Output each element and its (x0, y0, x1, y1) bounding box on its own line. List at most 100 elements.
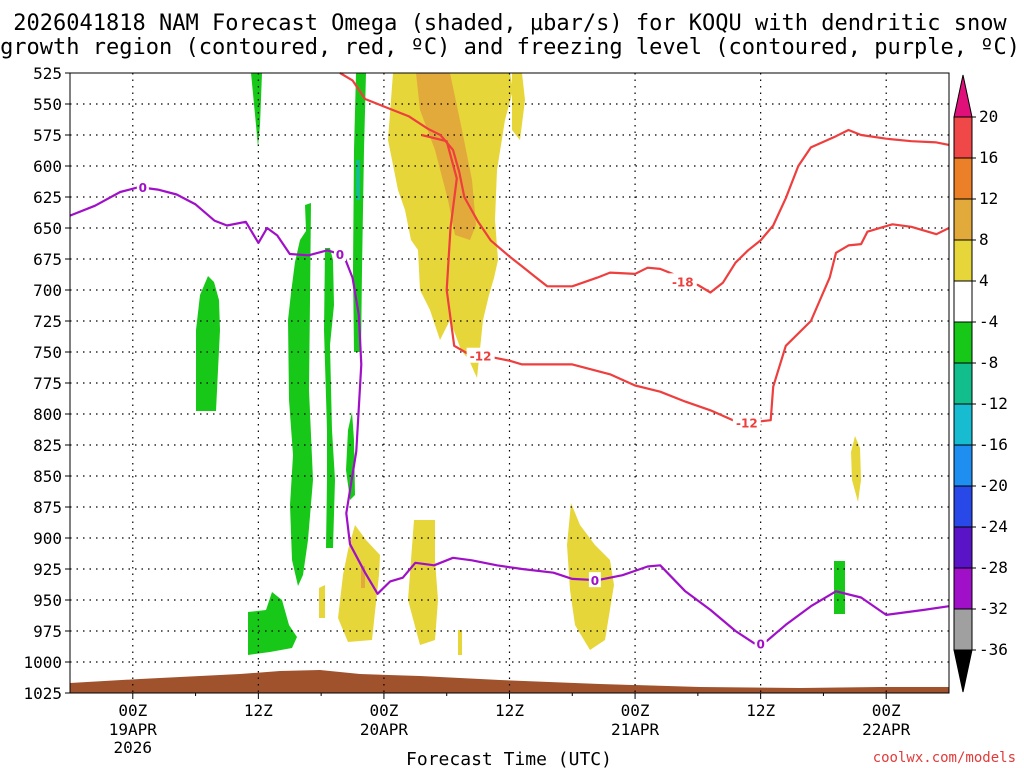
terrain-fill (70, 670, 949, 693)
y-tick-label: 925 (33, 560, 62, 579)
omega-ascent-region (251, 73, 262, 147)
colorbar-label: 12 (979, 189, 998, 208)
colorbar-label: -20 (979, 476, 1008, 495)
colorbar-bin (953, 198, 973, 241)
colorbar-bin (953, 362, 973, 405)
y-tick-label: 800 (33, 405, 62, 424)
x-tick-label: 12Z (495, 701, 524, 720)
contour-label-zero-bg (754, 635, 767, 651)
colorbar-label: -8 (979, 353, 998, 372)
credit-text: coolwx.com/models (873, 750, 1016, 766)
y-axis: 525 550 575 600 625 650 675 700 725 750 775 800 825 8… (23, 64, 70, 703)
colorbar-bin (953, 239, 973, 282)
colorbar-top-arrow (953, 74, 973, 118)
y-tick-label: 725 (33, 312, 62, 331)
y-tick-label: 675 (33, 250, 62, 269)
contour-label-minus18: -18 (672, 275, 694, 289)
omega-descent-region (512, 73, 525, 140)
colorbar-label: 8 (979, 230, 989, 249)
y-tick-label: 825 (33, 436, 62, 455)
omega-descent-region (319, 585, 325, 618)
omega-ascent-region (834, 561, 845, 614)
colorbar-label: -4 (979, 312, 998, 331)
x-tick-date: 20APR (360, 720, 409, 739)
omega-descent-region (851, 436, 861, 502)
x-tick-date: 21APR (611, 720, 660, 739)
colorbar: 20 16 12 8 4 -4 -8 -12 -16 -20 -24 -28 -32 -36 (953, 74, 1008, 693)
y-tick-label: 1025 (23, 684, 62, 703)
y-tick-label: 525 (33, 64, 62, 83)
omega-descent-region (338, 525, 380, 642)
y-tick-label: 850 (33, 467, 62, 486)
omega-descent-region (408, 520, 438, 645)
chart-title-line-1: 2026041818 NAM Forecast Omega (shaded, µ… (13, 11, 1007, 36)
contour-labels: -18 -12 -12 0 0 0 0 (136, 179, 767, 651)
y-tick-label: 550 (33, 95, 62, 114)
y-tick-label: 900 (33, 529, 62, 548)
colorbar-bin (953, 485, 973, 528)
colorbar-label: 16 (979, 148, 998, 167)
x-tick-label: 00Z (369, 701, 398, 720)
contour-label-minus12-bg (466, 347, 495, 363)
omega-descent-region (458, 630, 462, 655)
chart-title-line-2: growth region (contoured, red, ºC) and f… (0, 35, 1020, 60)
freezing-level-line (69, 186, 950, 645)
y-tick-label: 700 (33, 281, 62, 300)
x-axis-label: Forecast Time (UTC) (406, 749, 612, 768)
colorbar-bin (953, 403, 973, 446)
y-tick-label: 625 (33, 188, 62, 207)
colorbar-label: -36 (979, 640, 1008, 659)
y-tick-label: 975 (33, 622, 62, 641)
colorbar-label: -12 (979, 394, 1008, 413)
y-tick-label: 1000 (23, 653, 62, 672)
y-tick-label: 775 (33, 374, 62, 393)
colorbar-label: -24 (979, 517, 1008, 536)
contour-label-zero-bg (588, 572, 601, 588)
x-tick-label: 00Z (621, 701, 650, 720)
x-tick-label: 12Z (244, 701, 273, 720)
x-tick-label: 12Z (746, 701, 775, 720)
contour-label-minus12: -12 (736, 417, 758, 431)
y-tick-label: 875 (33, 498, 62, 517)
y-tick-label: 750 (33, 343, 62, 362)
contour-minus12 (421, 133, 950, 424)
contour-label-zero: 0 (139, 181, 147, 195)
y-tick-label: 600 (33, 157, 62, 176)
contour-label-zero-bg (136, 179, 149, 195)
contour-label-minus12: -12 (470, 350, 492, 364)
contour-label-zero: 0 (336, 248, 344, 262)
colorbar-label: 20 (979, 107, 998, 126)
freezing-level-contour (69, 186, 950, 645)
omega-ascent-region (196, 276, 220, 411)
colorbar-bin (953, 608, 973, 651)
contour-label-zero: 0 (591, 574, 599, 588)
omega-ascent-region (324, 248, 335, 548)
x-tick-label: 00Z (872, 701, 901, 720)
omega-ascent-region (288, 203, 313, 586)
contour-label-minus12-bg (732, 414, 761, 430)
colorbar-label: 4 (979, 271, 989, 290)
y-tick-label: 575 (33, 126, 62, 145)
colorbar-label: -16 (979, 435, 1008, 454)
snow-growth-contours (339, 72, 950, 424)
colorbar-label: -28 (979, 558, 1008, 577)
x-tick-label: 00Z (118, 701, 147, 720)
x-tick-date: 19APR (109, 720, 158, 739)
colorbar-bin (953, 321, 973, 364)
y-tick-label: 950 (33, 591, 62, 610)
x-tick-year: 2026 (114, 738, 153, 757)
omega-ascent-region (353, 73, 366, 352)
colorbar-bin (953, 116, 973, 159)
x-tick-date: 22APR (862, 720, 911, 739)
y-tick-label: 650 (33, 219, 62, 238)
contour-label-minus18-bg (668, 273, 697, 289)
colorbar-bottom-arrow (953, 649, 973, 693)
colorbar-bin (953, 444, 973, 487)
contour-label-zero: 0 (756, 637, 764, 651)
omega-descent-region (416, 73, 476, 240)
contour-label-zero-bg (333, 246, 346, 262)
colorbar-bin (953, 157, 973, 200)
colorbar-bin (953, 526, 973, 569)
